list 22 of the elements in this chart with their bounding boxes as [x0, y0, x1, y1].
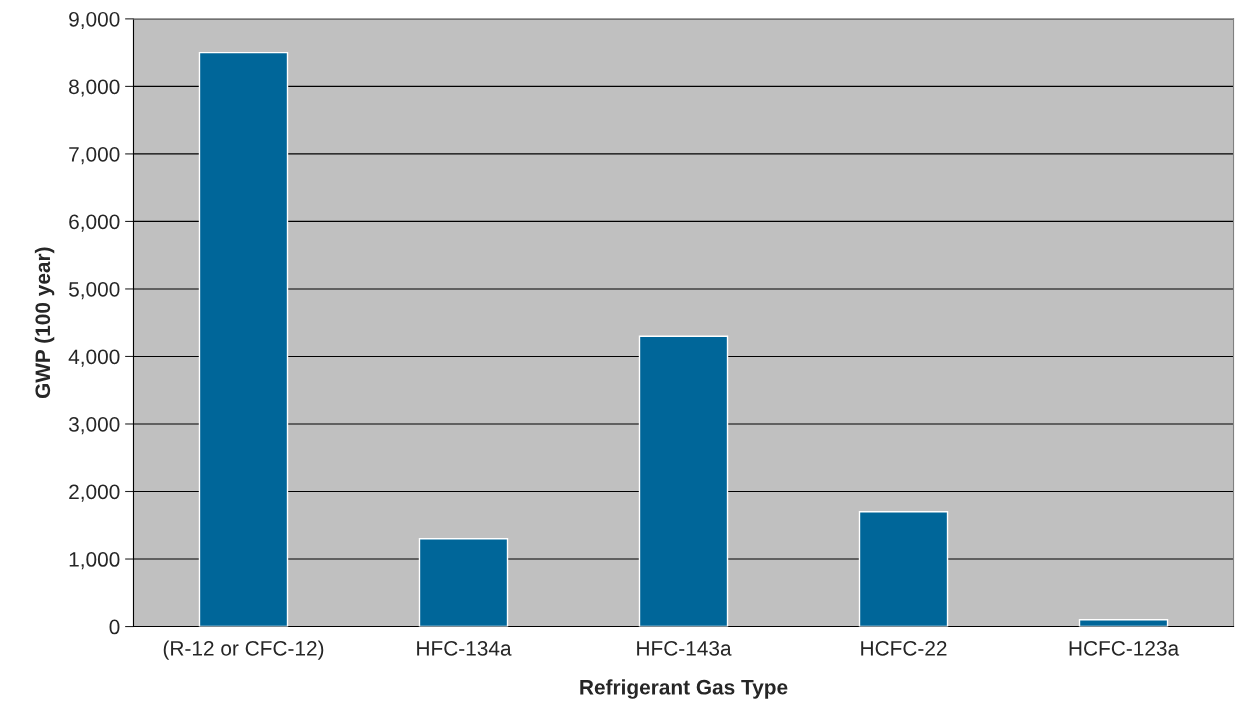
x-tick-label: HCFC-22	[861, 640, 947, 656]
bar	[198, 51, 289, 627]
y-tick-label: 5,000	[69, 281, 120, 300]
bar	[858, 511, 949, 627]
y-tick-label: 2,000	[69, 484, 120, 502]
x-tick-label: HFC-143a	[637, 640, 732, 656]
y-tick-label: 9,000	[69, 11, 120, 30]
y-tick-label: 8,000	[69, 79, 120, 97]
y-tick-label: 0	[109, 619, 120, 635]
bar	[1078, 619, 1169, 627]
bar	[638, 335, 729, 627]
x-tick-label: HCFC-123a	[1069, 640, 1180, 656]
y-tick-label: 1,000	[69, 552, 120, 570]
y-tick-label: 3,000	[68, 416, 120, 435]
y-axis-title: GWP (100 year)	[34, 247, 55, 399]
y-tick-label: 7,000	[69, 146, 120, 165]
y-tick-label: 4,000	[68, 349, 120, 367]
bar	[418, 538, 509, 627]
x-axis-title: Refrigerant Gas Type	[580, 679, 788, 699]
y-tick-label: 6,000	[69, 214, 120, 232]
x-tick-label: HFC-134a	[417, 640, 512, 656]
x-tick-label: (R-12 or CFC-12)	[163, 640, 324, 660]
